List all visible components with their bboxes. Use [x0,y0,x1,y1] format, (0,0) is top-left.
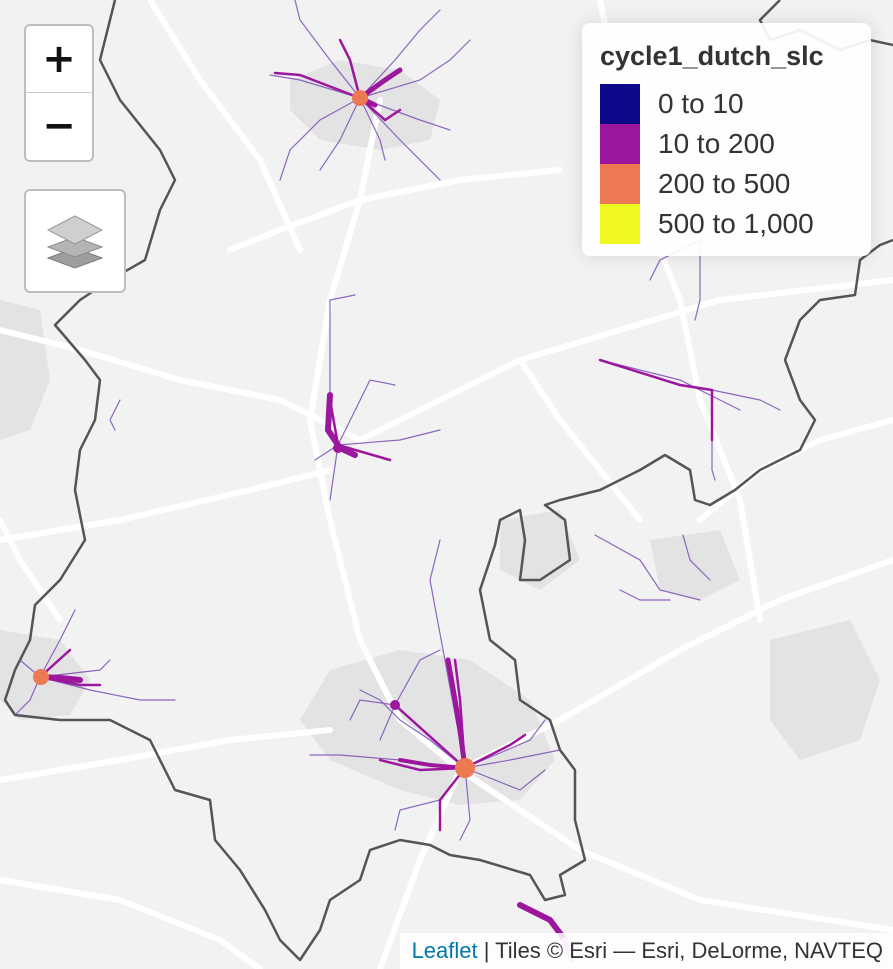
legend-label: 200 to 500 [658,168,791,199]
legend-swatch [600,204,640,244]
legend-item: 10 to 200 [600,124,853,164]
legend-label: 0 to 10 [658,88,744,119]
legend-item: 0 to 10 [600,84,853,124]
zoom-control: + − [24,24,94,162]
legend-item: 500 to 1,000 [600,204,853,244]
urban-areas [0,60,880,805]
attribution: Leaflet | Tiles © Esri — Esri, DeLorme, … [399,933,893,969]
legend-label: 500 to 1,000 [658,208,814,239]
hub-south [455,758,475,778]
hub-west [33,669,49,685]
legend-swatch [600,84,640,124]
legend-title: cycle1_dutch_slc [600,41,824,71]
legend-label: 10 to 200 [658,128,775,159]
legend-swatch [600,124,640,164]
zoom-in-button[interactable]: + [26,26,92,93]
hub-north [352,90,368,106]
layers-control-button[interactable] [24,189,126,293]
leaflet-link[interactable]: Leaflet [411,938,478,963]
legend-swatch [600,164,640,204]
zoom-out-button[interactable]: − [26,93,92,160]
layers-icon [46,215,104,269]
legend: cycle1_dutch_slc 0 to 10 10 to 200 200 t… [582,23,871,256]
county-boundary [3,0,893,962]
attribution-text: | Tiles © Esri — Esri, DeLorme, NAVTEQ [477,938,883,963]
high-flow-hubs [33,90,475,778]
legend-item: 200 to 500 [600,164,853,204]
